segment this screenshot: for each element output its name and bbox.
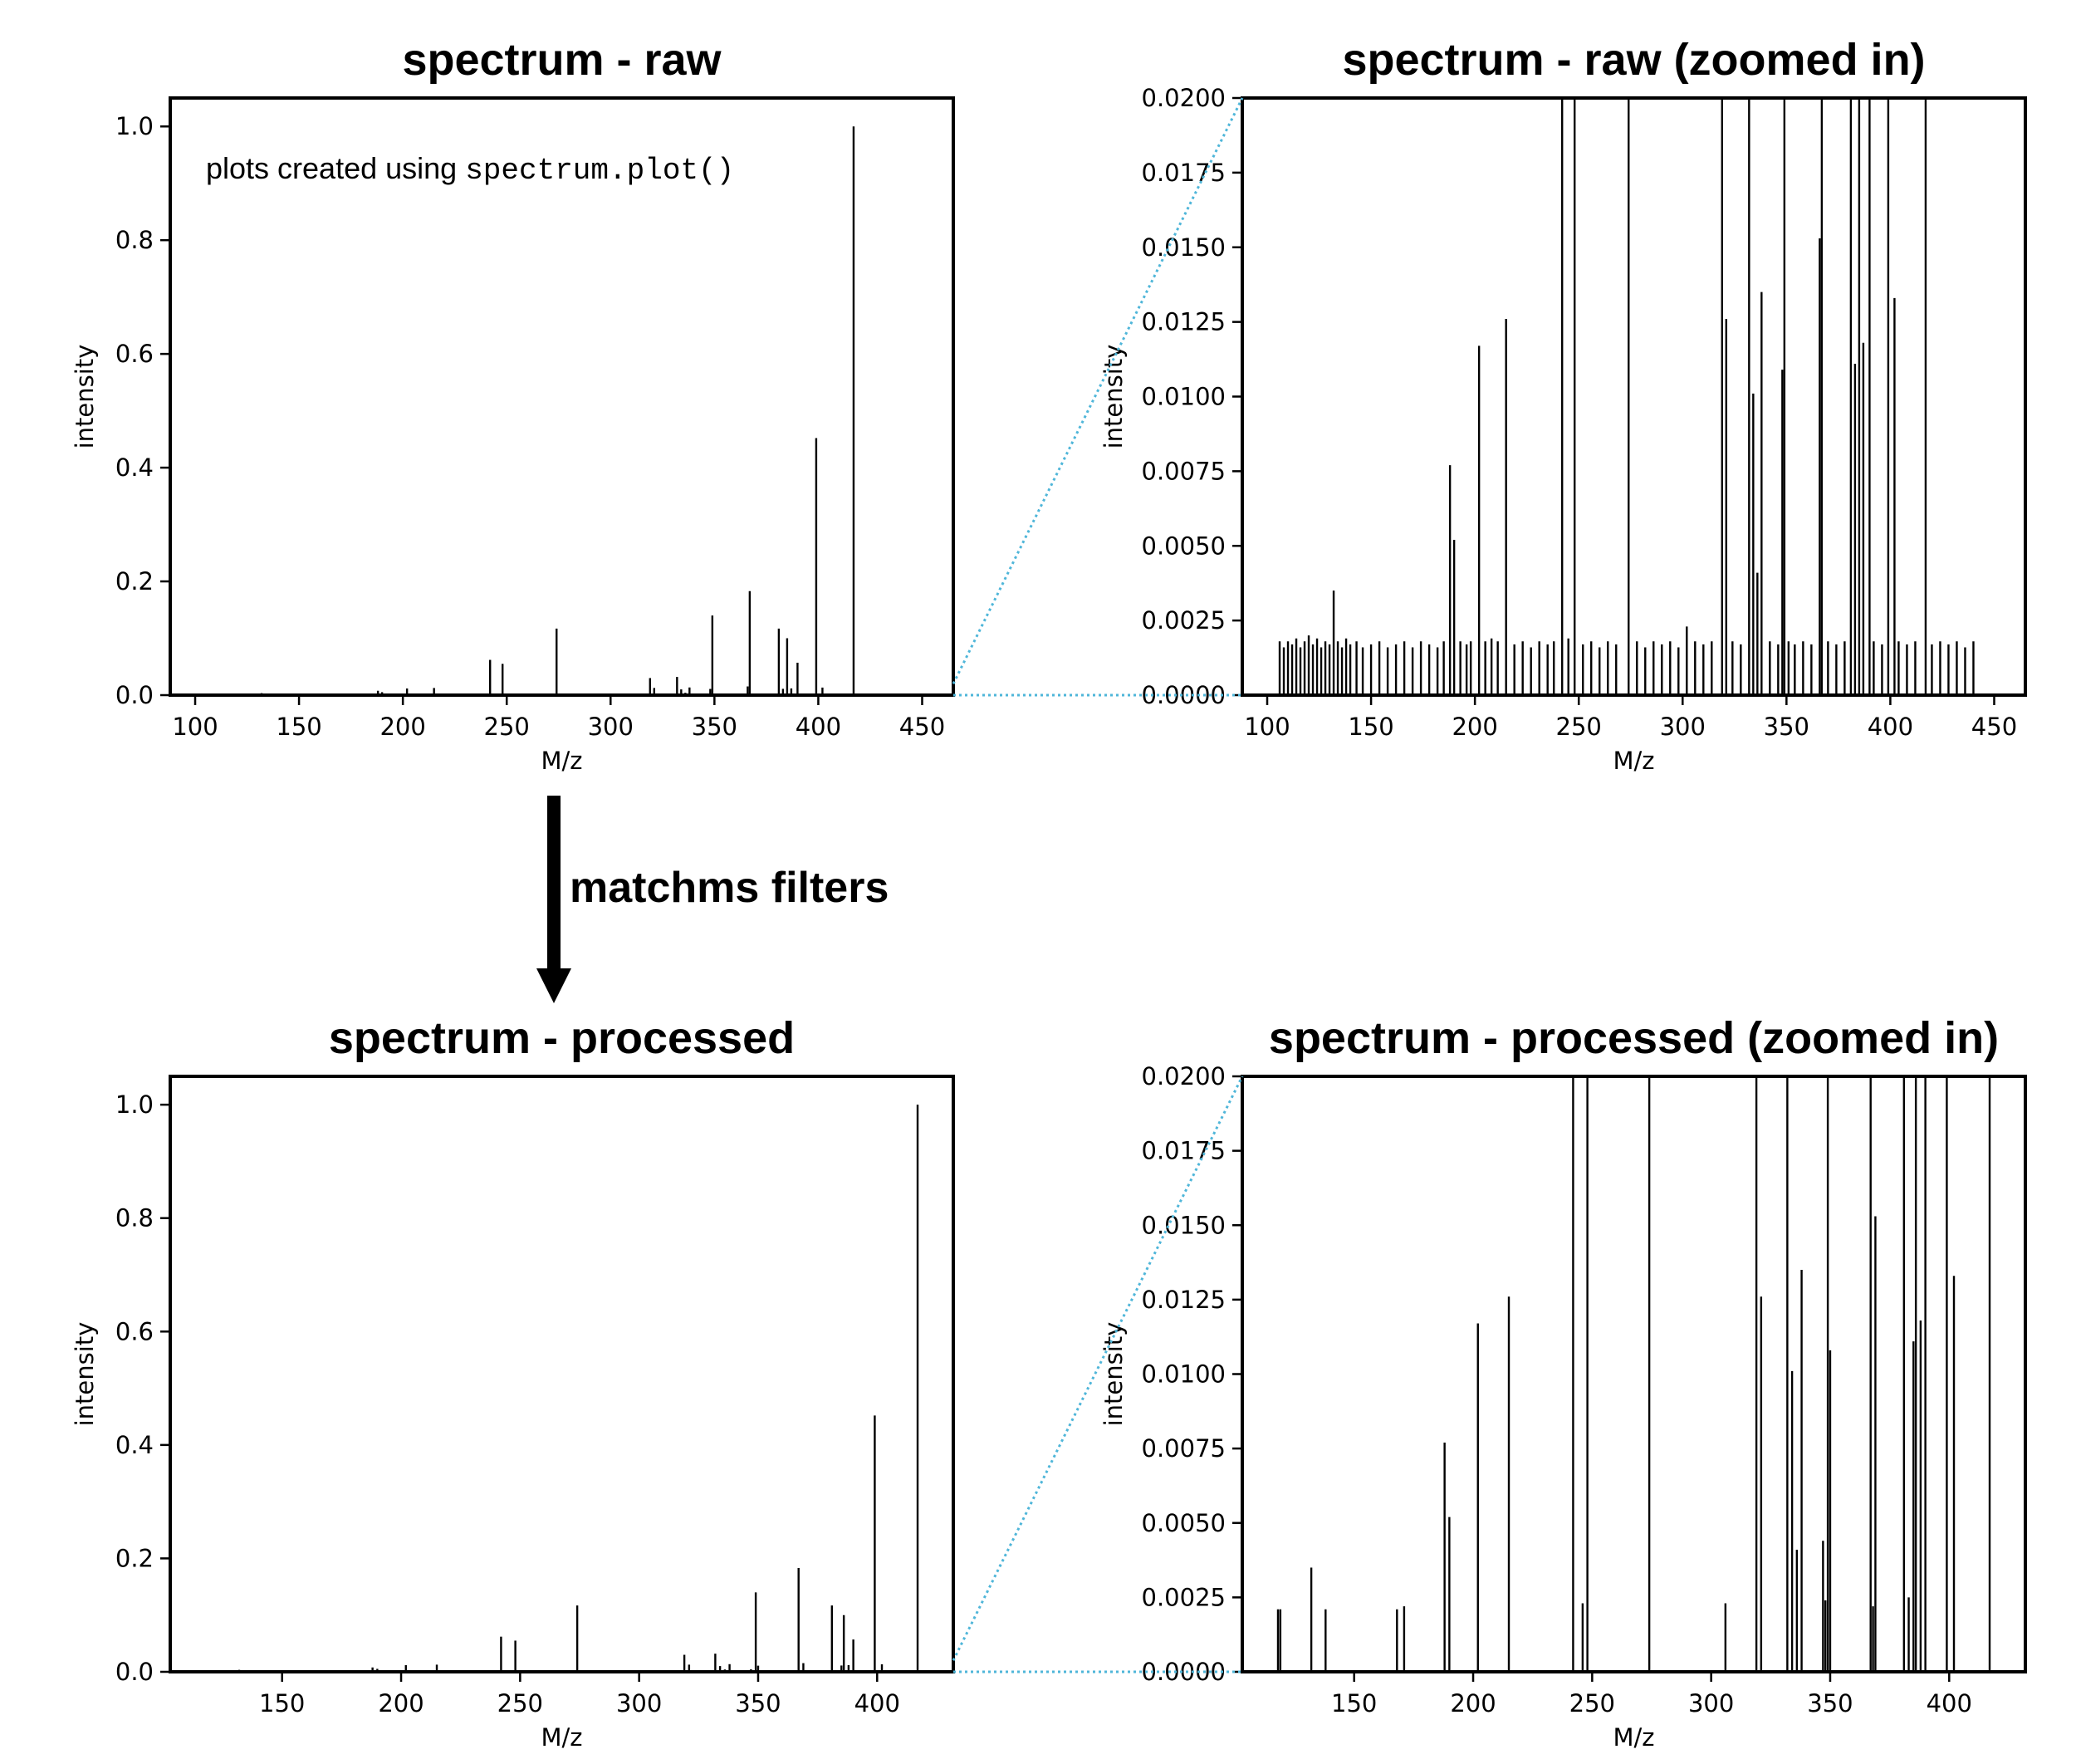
y-tick-label: 0.0	[115, 681, 154, 709]
x-tick-label: 400	[796, 713, 841, 741]
y-tick-label: 0.0050	[1142, 1509, 1226, 1537]
y-tick-label: 1.0	[115, 112, 154, 140]
chart-title: spectrum - processed (zoomed in)	[1269, 1013, 1999, 1063]
y-tick-label: 0.0050	[1142, 532, 1226, 560]
y-tick-label: 0.0125	[1142, 1286, 1226, 1314]
x-tick-label: 200	[379, 713, 425, 741]
plot-frame	[1241, 1075, 2027, 1673]
y-tick-label: 0.0175	[1142, 1137, 1226, 1165]
x-tick-label: 200	[1450, 1689, 1496, 1717]
x-tick-label: 400	[854, 1689, 900, 1717]
zoom-connector-lines	[952, 97, 1244, 1673]
y-tick-label: 0.6	[115, 340, 154, 368]
x-tick-label: 100	[172, 713, 218, 741]
y-tick-label: 0.8	[115, 226, 154, 254]
x-tick-label: 300	[1688, 1689, 1734, 1717]
chart-raw: 100 150 200 250 300 350 400 450 0.0 0.2 0.4 0.6 0.8 1…	[71, 35, 955, 775]
chart-raw_zoom: 100 150 200 250 300 350 400 450 0.0000 0.0025 0.00…	[1099, 35, 2027, 775]
y-tick-label: 0.4	[115, 1431, 154, 1459]
y-tick-label: 0.0075	[1142, 1434, 1226, 1463]
y-tick-label: 0.0175	[1142, 159, 1226, 187]
zoom-line-top	[952, 1076, 1244, 1662]
chart-processed_zoom: 150 200 250 300 350 400 0.0000 0.0025 0.0050 0.00…	[1099, 1013, 2027, 1752]
y-axis-label: intensity	[71, 1322, 99, 1427]
x-tick-label: 400	[1868, 713, 1913, 741]
y-tick-label: 0.8	[115, 1204, 154, 1232]
y-axis-label: intensity	[71, 345, 99, 449]
x-axis-label: M/z	[541, 1723, 582, 1752]
chart-panels: 100 150 200 250 300 350 400 4500.00.20.40.60.81…	[71, 35, 2027, 1752]
x-axis-label: M/z	[541, 747, 582, 775]
y-tick-label: 0.0000	[1142, 681, 1226, 709]
y-tick-label: 0.2	[115, 567, 154, 595]
chart-title: spectrum - processed	[329, 1013, 795, 1063]
y-tick-label: 0.6	[115, 1317, 154, 1345]
zoom-line-top	[952, 97, 1244, 684]
y-tick-label: 0.0200	[1142, 1062, 1226, 1090]
y-tick-label: 0.0150	[1142, 1211, 1226, 1239]
plot-frame	[169, 96, 955, 697]
x-tick-label: 400	[1927, 1689, 1972, 1717]
y-tick-label: 0.0025	[1142, 1583, 1226, 1611]
x-tick-label: 450	[899, 713, 945, 741]
y-tick-label: 0.0100	[1142, 383, 1226, 411]
x-tick-label: 150	[1348, 713, 1393, 741]
y-tick-label: 0.4	[115, 453, 154, 482]
y-tick-label: 0.2	[115, 1544, 154, 1572]
y-tick-label: 0.0100	[1142, 1360, 1226, 1389]
x-tick-label: 350	[1807, 1689, 1853, 1717]
x-tick-label: 300	[1660, 713, 1706, 741]
y-tick-label: 1.0	[115, 1090, 154, 1119]
arrow-label: matchms filters	[570, 864, 889, 912]
processing-arrow	[536, 796, 571, 1003]
x-tick-label: 150	[259, 1689, 305, 1717]
plot-frame	[1241, 96, 2027, 697]
y-tick-label: 0.0150	[1142, 233, 1226, 262]
peaks-processed_zoom	[1276, 1076, 1991, 1672]
x-axis-label: M/z	[1613, 747, 1654, 775]
x-tick-label: 350	[735, 1689, 781, 1717]
y-tick-label: 0.0125	[1142, 308, 1226, 336]
y-tick-label: 0.0200	[1142, 84, 1226, 112]
y-tick-label: 0.0000	[1142, 1658, 1226, 1686]
x-tick-label: 100	[1244, 713, 1290, 741]
annotation-code: spectrum.plot()	[465, 154, 734, 188]
x-tick-label: 200	[378, 1689, 424, 1717]
y-axis-label: intensity	[1099, 1322, 1128, 1427]
x-axis-label: M/z	[1613, 1723, 1654, 1752]
x-tick-label: 250	[1556, 713, 1602, 741]
annotation-prefix: plots created using	[206, 151, 465, 185]
chart-title: spectrum - raw	[402, 35, 722, 85]
peaks-processed	[204, 1105, 919, 1672]
x-tick-label: 250	[484, 713, 530, 741]
peaks-raw_zoom	[1278, 98, 1975, 695]
chart-processed: 150 200 250 300 350 400 0.0 0.2 0.4 0.6 0.8 1.0 spec…	[71, 1013, 955, 1752]
arrow-head	[536, 968, 571, 1003]
x-tick-label: 150	[1331, 1689, 1377, 1717]
y-axis-label: intensity	[1099, 345, 1128, 449]
plot-annotation: plots created using spectrum.plot()	[206, 151, 734, 188]
x-tick-label: 250	[497, 1689, 543, 1717]
x-tick-label: 300	[616, 1689, 662, 1717]
x-tick-label: 200	[1452, 713, 1497, 741]
x-tick-label: 350	[1764, 713, 1809, 741]
chart-title: spectrum - raw (zoomed in)	[1342, 35, 1925, 85]
y-tick-label: 0.0025	[1142, 606, 1226, 635]
plot-frame	[169, 1075, 955, 1673]
y-tick-label: 0.0	[115, 1658, 154, 1686]
y-tick-label: 0.0075	[1142, 457, 1226, 485]
x-tick-label: 450	[1971, 713, 2017, 741]
arrow-shaft	[547, 796, 561, 970]
x-tick-label: 300	[588, 713, 634, 741]
x-tick-label: 250	[1569, 1689, 1615, 1717]
peaks-raw	[206, 126, 903, 695]
x-tick-label: 350	[692, 713, 737, 741]
x-tick-label: 150	[276, 713, 321, 741]
